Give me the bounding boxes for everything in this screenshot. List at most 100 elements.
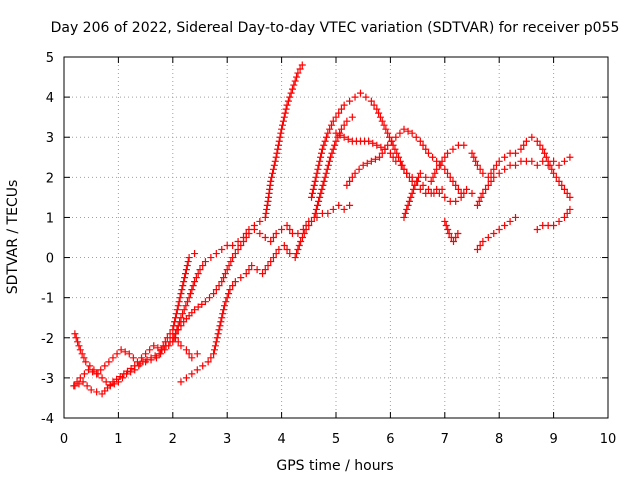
data-point xyxy=(329,117,337,125)
data-point xyxy=(211,346,219,354)
data-point xyxy=(83,382,91,390)
data-point xyxy=(512,161,520,169)
data-point xyxy=(419,141,427,149)
x-tick-labels: 0 1 2 3 4 5 6 7 8 9 10 xyxy=(60,432,616,447)
data-point xyxy=(375,109,383,117)
data-point xyxy=(317,149,325,157)
data-point xyxy=(329,145,337,153)
chart-title: Day 206 of 2022, Sidereal Day-to-day VTE… xyxy=(51,20,620,36)
data-point xyxy=(444,149,452,157)
data-point xyxy=(161,338,169,346)
data-point xyxy=(473,161,481,169)
data-point xyxy=(170,322,178,330)
data-point xyxy=(490,229,498,237)
data-point xyxy=(276,133,284,141)
data-point xyxy=(188,286,196,294)
x-tick-label: 2 xyxy=(169,432,177,447)
data-point xyxy=(528,133,536,141)
data-point xyxy=(183,262,191,270)
data-point xyxy=(555,161,563,169)
data-point xyxy=(220,274,228,282)
data-point xyxy=(299,225,307,233)
data-point xyxy=(182,266,190,274)
data-point xyxy=(416,169,424,177)
data-point xyxy=(490,165,498,173)
data-point xyxy=(566,153,574,161)
data-point xyxy=(316,193,324,201)
data-point xyxy=(183,298,191,306)
data-point xyxy=(365,137,373,145)
data-point xyxy=(117,346,125,354)
data-series xyxy=(70,61,574,398)
data-point xyxy=(506,217,514,225)
data-point xyxy=(71,382,79,390)
data-point xyxy=(373,105,381,113)
data-point xyxy=(93,388,101,396)
data-point xyxy=(386,149,394,157)
data-point xyxy=(479,169,487,177)
data-point xyxy=(211,342,219,350)
data-point xyxy=(408,173,416,181)
data-point xyxy=(102,378,110,386)
data-point xyxy=(274,141,282,149)
data-point xyxy=(533,137,541,145)
data-point xyxy=(286,93,294,101)
data-point xyxy=(192,274,200,282)
data-point xyxy=(548,165,556,173)
data-point xyxy=(331,141,339,149)
data-point xyxy=(560,185,568,193)
x-tick-label: 8 xyxy=(495,432,503,447)
data-point xyxy=(419,181,427,189)
data-point xyxy=(321,137,329,145)
data-point xyxy=(362,93,370,101)
data-point xyxy=(539,145,547,153)
data-point xyxy=(256,229,264,237)
data-point xyxy=(558,181,566,189)
data-point xyxy=(76,346,84,354)
data-point xyxy=(450,238,458,246)
data-point xyxy=(123,370,131,378)
data-point xyxy=(308,193,316,201)
x-tick-label: 5 xyxy=(332,432,340,447)
data-point xyxy=(296,65,304,73)
data-point xyxy=(250,225,258,233)
data-point xyxy=(408,129,416,137)
data-point xyxy=(189,282,197,290)
data-point xyxy=(343,181,351,189)
data-point xyxy=(193,350,201,358)
x-tick-label: 1 xyxy=(114,432,122,447)
series-track-12 xyxy=(473,153,574,209)
data-point xyxy=(367,97,375,105)
data-point xyxy=(219,310,227,318)
data-point xyxy=(242,270,250,278)
data-point xyxy=(340,121,348,129)
data-point xyxy=(125,350,133,358)
data-point xyxy=(312,173,320,181)
data-point xyxy=(324,129,332,137)
data-point xyxy=(310,213,318,221)
data-point xyxy=(492,161,500,169)
series-track-5 xyxy=(169,113,356,342)
data-point xyxy=(346,201,354,209)
data-point xyxy=(298,61,306,69)
data-point xyxy=(269,165,277,173)
data-point xyxy=(445,229,453,237)
data-point xyxy=(403,205,411,213)
data-point xyxy=(346,97,354,105)
data-point xyxy=(340,133,348,141)
data-point xyxy=(484,181,492,189)
data-point xyxy=(337,125,345,133)
data-point xyxy=(150,342,158,350)
series-track-13 xyxy=(473,213,520,254)
data-point xyxy=(309,185,317,193)
data-point xyxy=(206,294,214,302)
data-point xyxy=(237,274,245,282)
data-point xyxy=(185,294,193,302)
data-point xyxy=(210,290,218,298)
x-axis-label: GPS time / hours xyxy=(276,458,393,474)
data-point xyxy=(242,234,250,241)
data-point xyxy=(476,165,484,173)
data-point xyxy=(460,189,468,197)
data-point xyxy=(229,282,237,290)
data-point xyxy=(550,221,558,229)
